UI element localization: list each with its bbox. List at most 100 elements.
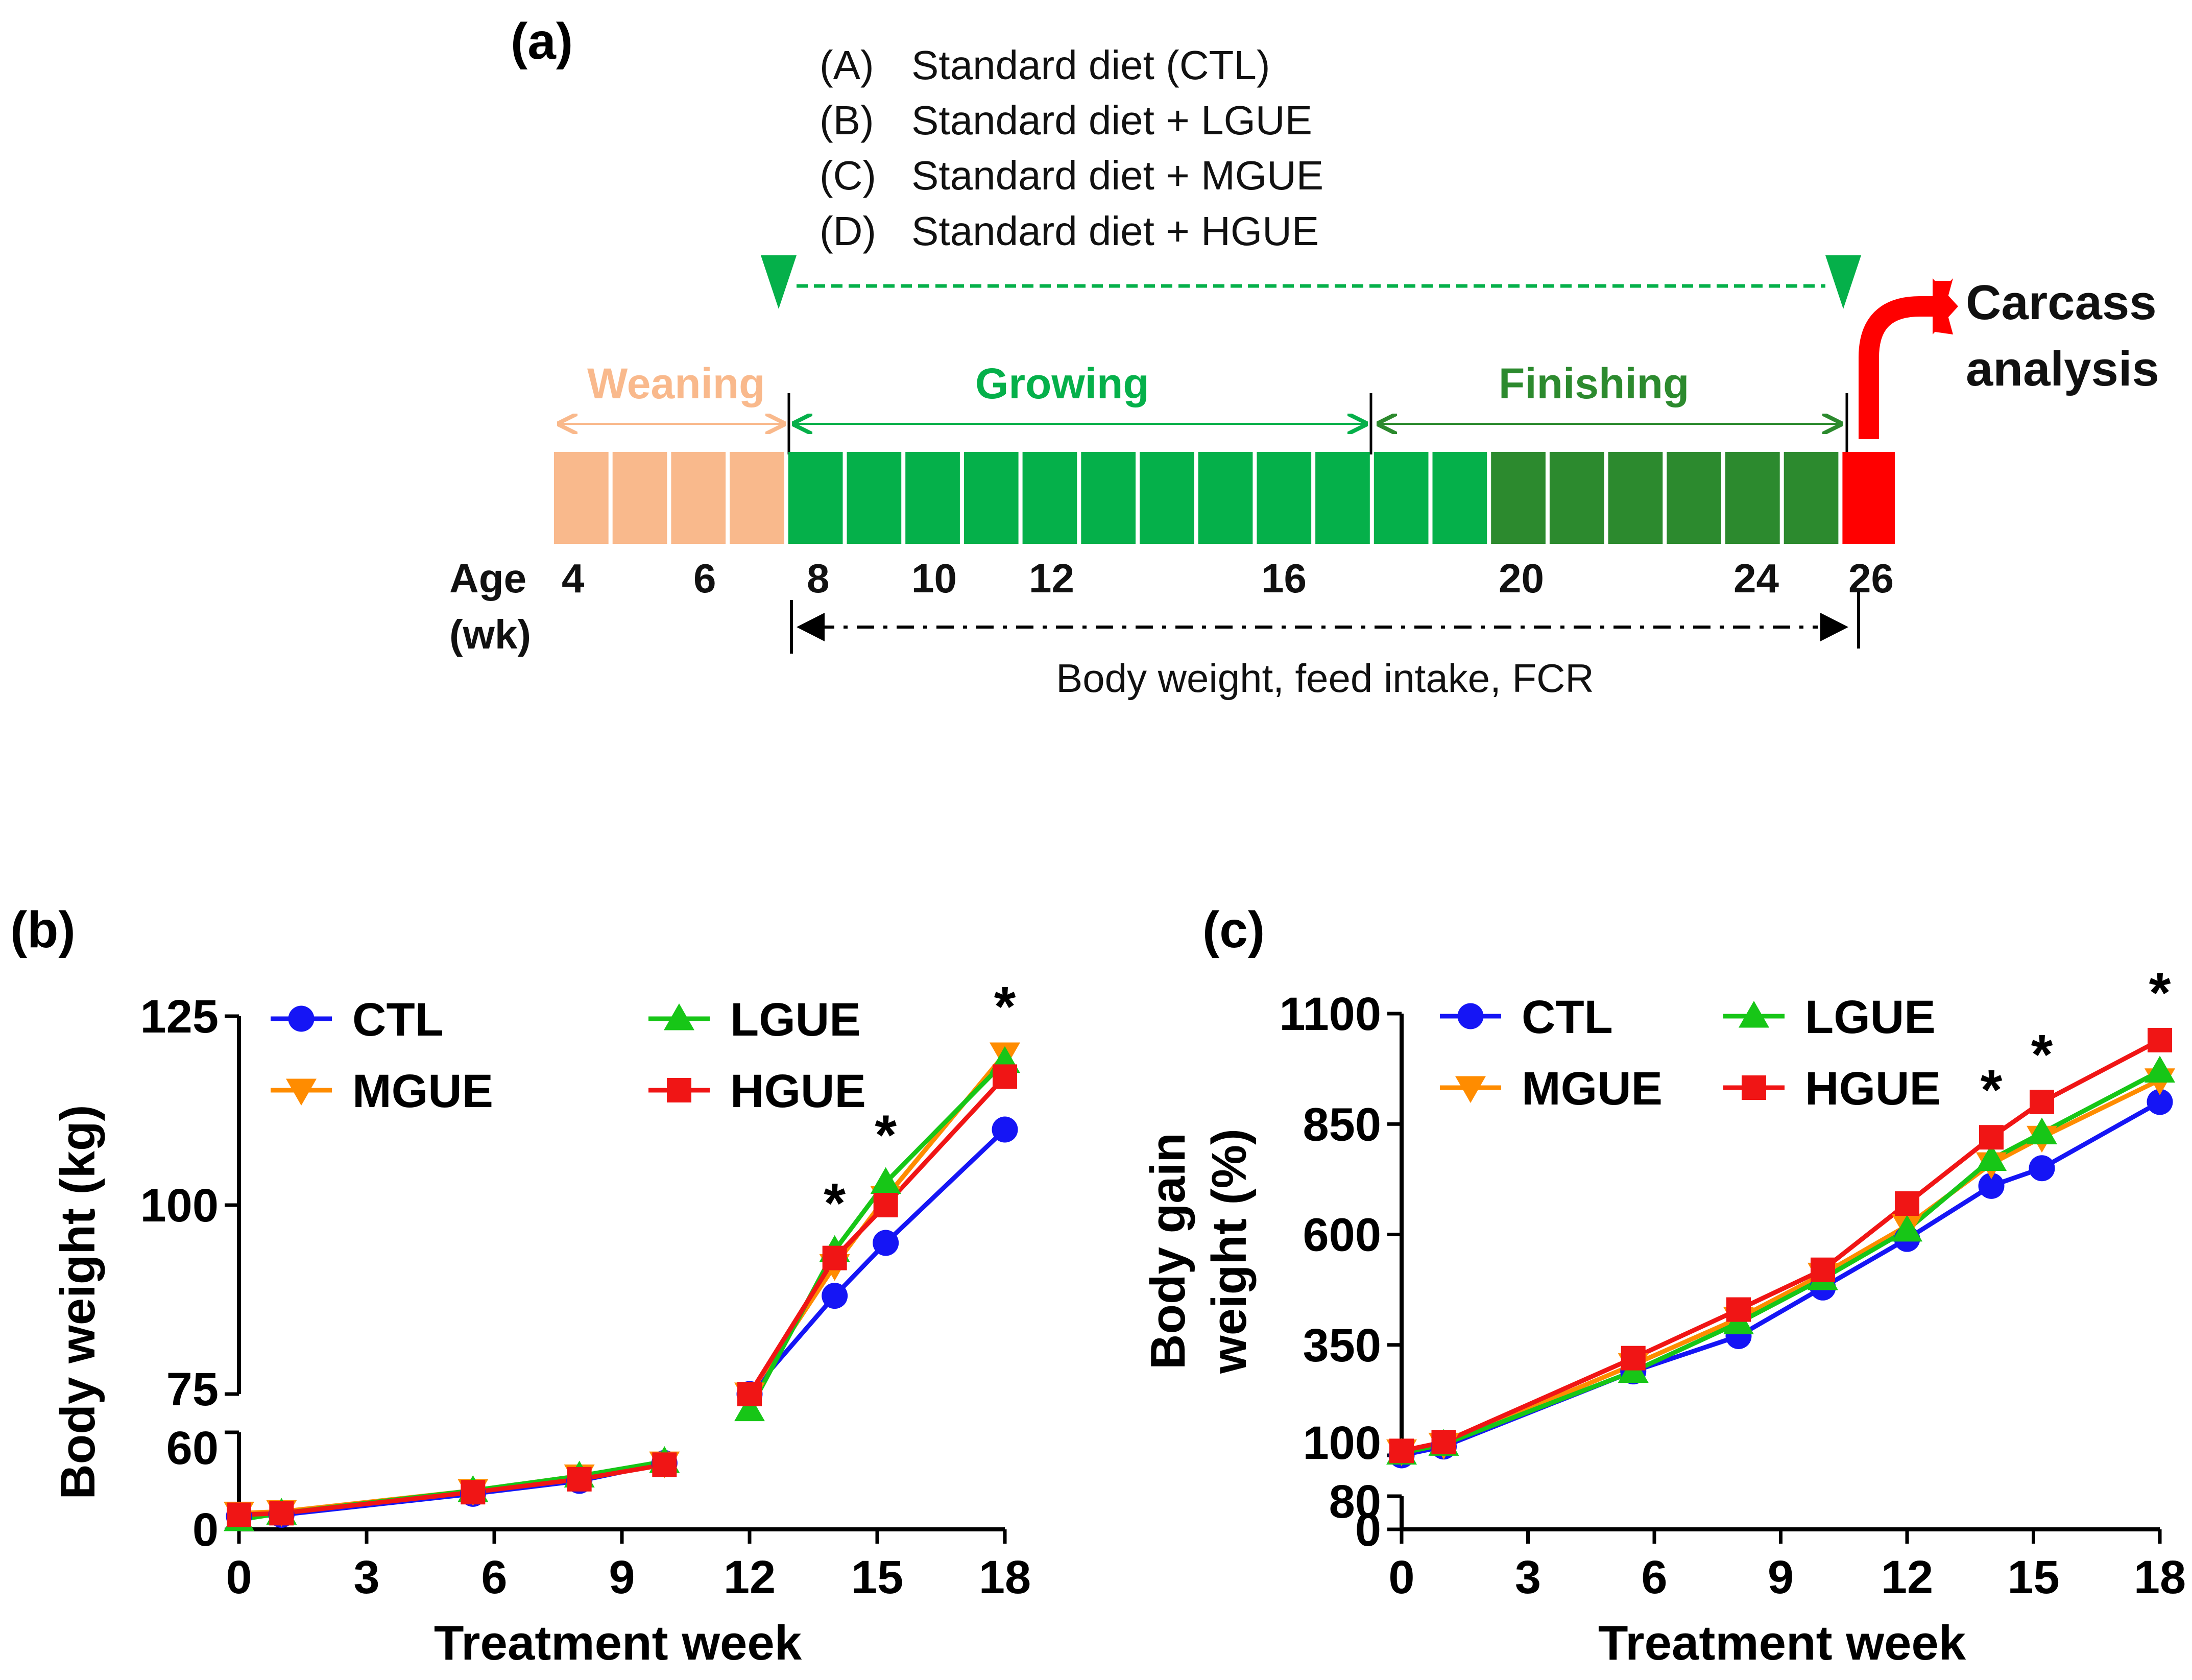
x-tick-label: 12 — [724, 1551, 776, 1603]
panel-c-axes: 0 3 6 9 12 15 18 080 100 350 600 850 1100 — [1279, 988, 2186, 1603]
age-tick: 10 — [911, 556, 957, 601]
significance-star: * — [2031, 1023, 2053, 1086]
panel-c-ylabel-2: weight (%) — [1202, 1129, 1257, 1374]
panel-b-xlabel: Treatment week — [434, 1616, 802, 1670]
legend-marker-ctl — [288, 1005, 315, 1032]
legend-marker-ctl — [1457, 1003, 1484, 1029]
panel-c-ylabel-1: Body gain — [1141, 1133, 1195, 1370]
x-tick-label: 0 — [1388, 1551, 1414, 1603]
age-tick: 6 — [693, 556, 716, 601]
x-tick-label: 3 — [353, 1551, 379, 1603]
diet-code-a: (A) — [820, 42, 874, 88]
diet-text-a: Standard diet (CTL) — [911, 42, 1270, 88]
legend-label: LGUE — [1805, 991, 1936, 1043]
week-block-finishing — [1491, 452, 1546, 544]
age-tick: 20 — [1499, 556, 1544, 601]
x-tick-label: 9 — [609, 1551, 635, 1603]
age-label-2: (wk) — [449, 612, 531, 657]
week-block-finishing — [1549, 452, 1604, 544]
diet-text-b: Standard diet + LGUE — [911, 98, 1312, 143]
week-block-growing — [788, 452, 843, 544]
data-point-hgue — [1811, 1257, 1835, 1282]
data-point-lgue — [2027, 1117, 2057, 1145]
week-block-growing — [1081, 452, 1136, 544]
panel-b-label: (b) — [10, 901, 76, 958]
y-tick-label: 75 — [166, 1363, 219, 1415]
y-tick-label: 100 — [1303, 1417, 1382, 1469]
week-block-growing — [1198, 452, 1253, 544]
y-tick-label: 350 — [1303, 1319, 1382, 1372]
panel-b-series: * * * — [224, 975, 1020, 1531]
data-point-lgue — [734, 1394, 765, 1422]
data-point-ctl — [822, 1283, 848, 1309]
legend-marker-hgue — [667, 1078, 691, 1102]
legend-marker-hgue — [1742, 1075, 1766, 1100]
diet-code-c: (C) — [820, 153, 876, 198]
legend-marker-lgue — [1739, 1001, 1769, 1028]
data-point-hgue — [1726, 1297, 1751, 1322]
week-block-growing — [905, 452, 960, 544]
x-tick-label: 0 — [226, 1551, 252, 1603]
age-ticks: 4 6 8 10 12 16 20 24 26 — [562, 556, 1894, 601]
data-point-hgue — [873, 1193, 898, 1217]
diet-code-b: (B) — [820, 98, 874, 143]
data-point-hgue — [269, 1501, 294, 1526]
legend-marker-lgue — [664, 1003, 694, 1030]
y-tick-label: 60 — [166, 1422, 219, 1474]
measure-label: Body weight, feed intake, FCR — [1056, 656, 1594, 701]
panel-a-label: (a) — [511, 13, 573, 70]
panel-c-xlabel: Treatment week — [1598, 1616, 1966, 1670]
week-block-weaning — [730, 452, 784, 544]
data-point-hgue — [993, 1064, 1017, 1089]
y-tick-label: 80 — [1329, 1476, 1381, 1528]
week-block-weaning — [612, 452, 667, 544]
panel-b-chart: (b) Body weight (kg) Treatment week 0 3 6 9… — [10, 901, 1031, 1670]
week-blocks — [554, 452, 1895, 544]
x-tick-label: 12 — [1881, 1551, 1933, 1603]
x-tick-label: 3 — [1515, 1551, 1541, 1603]
panel-c-label: (c) — [1202, 901, 1265, 958]
diet-text-c: Standard diet + MGUE — [911, 153, 1323, 198]
y-tick-label: 1100 — [1279, 988, 1381, 1040]
panel-b-ylabel: Body weight (kg) — [51, 1105, 105, 1499]
age-label-1: Age — [449, 556, 526, 601]
panel-b-legend: CTL LGUE MGUE HGUE — [271, 994, 866, 1117]
treatment-start-triangle — [761, 255, 797, 309]
week-block-carcass — [1842, 452, 1895, 544]
legend-label: CTL — [1522, 991, 1613, 1043]
week-block-growing — [963, 452, 1019, 544]
x-tick-label: 9 — [1768, 1551, 1794, 1603]
age-tick: 4 — [562, 556, 585, 601]
week-block-finishing — [1725, 452, 1780, 544]
data-point-hgue — [1431, 1430, 1456, 1455]
significance-star: * — [875, 1104, 897, 1167]
legend-label: MGUE — [352, 1065, 493, 1117]
y-tick-label: 0 — [1355, 1504, 1381, 1556]
week-block-finishing — [1784, 452, 1839, 544]
y-tick-label: 125 — [140, 991, 219, 1043]
phase-growing-label: Growing — [975, 359, 1149, 407]
week-block-growing — [847, 452, 902, 544]
panel-a-timeline: (a) (A) Standard diet (CTL) (B) Standard… — [449, 13, 2159, 701]
legend-marker-mgue — [286, 1078, 317, 1106]
x-tick-label: 15 — [851, 1551, 903, 1603]
series-line-ctl — [748, 1127, 1007, 1396]
data-point-hgue — [1895, 1191, 1919, 1216]
legend-label: HGUE — [1805, 1063, 1941, 1115]
week-block-finishing — [1667, 452, 1721, 544]
age-tick: 26 — [1848, 556, 1894, 601]
data-point-hgue — [1621, 1346, 1646, 1371]
legend-label: CTL — [352, 994, 444, 1046]
data-point-hgue — [737, 1382, 762, 1406]
legend-label: HGUE — [730, 1065, 866, 1117]
y-tick-label: 100 — [140, 1180, 219, 1232]
significance-star: * — [1981, 1059, 2003, 1121]
week-block-weaning — [671, 452, 726, 544]
significance-star: * — [2149, 962, 2171, 1024]
series-line-ctl — [1401, 1100, 2161, 1458]
week-block-growing — [1140, 452, 1194, 544]
data-point-hgue — [1389, 1438, 1414, 1463]
treatment-end-triangle — [1825, 255, 1861, 309]
week-block-growing — [1022, 452, 1077, 544]
